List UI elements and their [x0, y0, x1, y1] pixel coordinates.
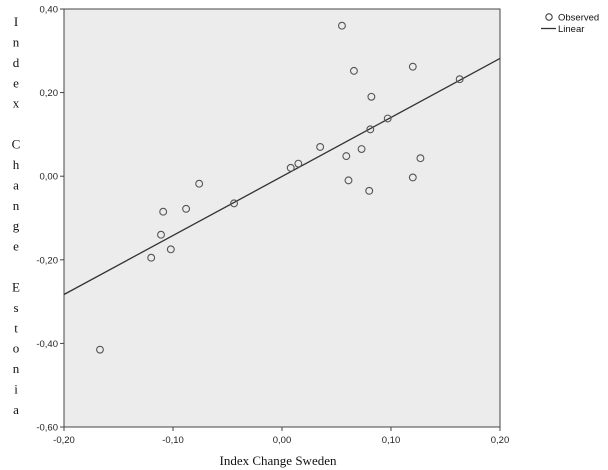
plot-area [63, 8, 501, 428]
legend-observed-marker [545, 13, 553, 21]
y-axis-title-char: C [12, 137, 21, 152]
y-axis-title-char: a [13, 402, 19, 417]
y-axis-title-char: I [14, 14, 18, 29]
y-axis-title-char: E [12, 279, 20, 294]
data-point [166, 245, 175, 254]
data-point [408, 173, 417, 182]
data-point [147, 253, 156, 262]
data-point [157, 230, 165, 239]
y-axis-title-char: e [13, 75, 19, 90]
y-axis-title-char: a [13, 177, 19, 192]
data-point [159, 207, 168, 216]
y-axis-title-char: i [14, 382, 18, 397]
x-tick-label: -0,20 [53, 435, 75, 446]
data-point [408, 62, 417, 71]
data-point [349, 66, 358, 75]
data-point [294, 159, 303, 168]
y-tick-label: -0,40 [36, 339, 58, 350]
data-point [357, 145, 366, 153]
y-axis-title-char: o [13, 341, 20, 356]
data-point [316, 142, 325, 151]
fit-line [63, 57, 501, 296]
x-tick-label: 0,20 [491, 435, 510, 446]
x-axis-title: Index Change Sweden [220, 453, 337, 468]
data-point [416, 154, 425, 163]
y-tick-label: -0,60 [36, 423, 58, 434]
y-axis-title-char: n [13, 34, 20, 49]
data-point [365, 186, 374, 195]
y-axis-title-char: x [13, 96, 20, 111]
data-point [286, 163, 295, 172]
data-point [344, 176, 353, 185]
y-tick-label: -0,20 [36, 255, 58, 266]
x-tick-label: -0,10 [162, 435, 184, 446]
y-axis-title-char: s [13, 300, 18, 315]
y-axis-title-char: n [13, 198, 20, 213]
x-tick-label: 0,10 [382, 435, 401, 446]
y-axis-title-char: n [13, 361, 20, 376]
y-axis-title-char: t [14, 320, 18, 335]
y-axis-title-char: e [13, 239, 19, 254]
y-tick-label: 0,40 [40, 5, 59, 16]
data-point [230, 199, 238, 208]
legend-observed-label: Observed [558, 13, 599, 24]
observed-points [96, 21, 464, 354]
data-point [383, 114, 392, 123]
y-axis-title-char: h [13, 157, 20, 172]
data-point [366, 125, 375, 134]
data-point [338, 21, 346, 30]
x-axis: -0,20 -0,10 0,00 0,10 0,20 [53, 427, 509, 446]
y-axis: 0,40 0,20 0,00 -0,20 -0,40 -0,60 [36, 5, 64, 434]
data-point [195, 179, 204, 188]
linear-fit [63, 57, 501, 296]
y-axis-title-char: d [13, 55, 20, 70]
legend-linear-label: Linear [558, 24, 584, 35]
y-tick-label: 0,20 [40, 88, 59, 99]
data-point [367, 92, 376, 101]
data-point [455, 75, 464, 84]
x-tick-label: 0,00 [273, 435, 292, 446]
data-point [96, 345, 104, 354]
data-point [342, 152, 351, 161]
data-point [182, 204, 191, 213]
y-axis-title-char: g [13, 218, 20, 233]
y-tick-label: 0,00 [40, 172, 59, 183]
